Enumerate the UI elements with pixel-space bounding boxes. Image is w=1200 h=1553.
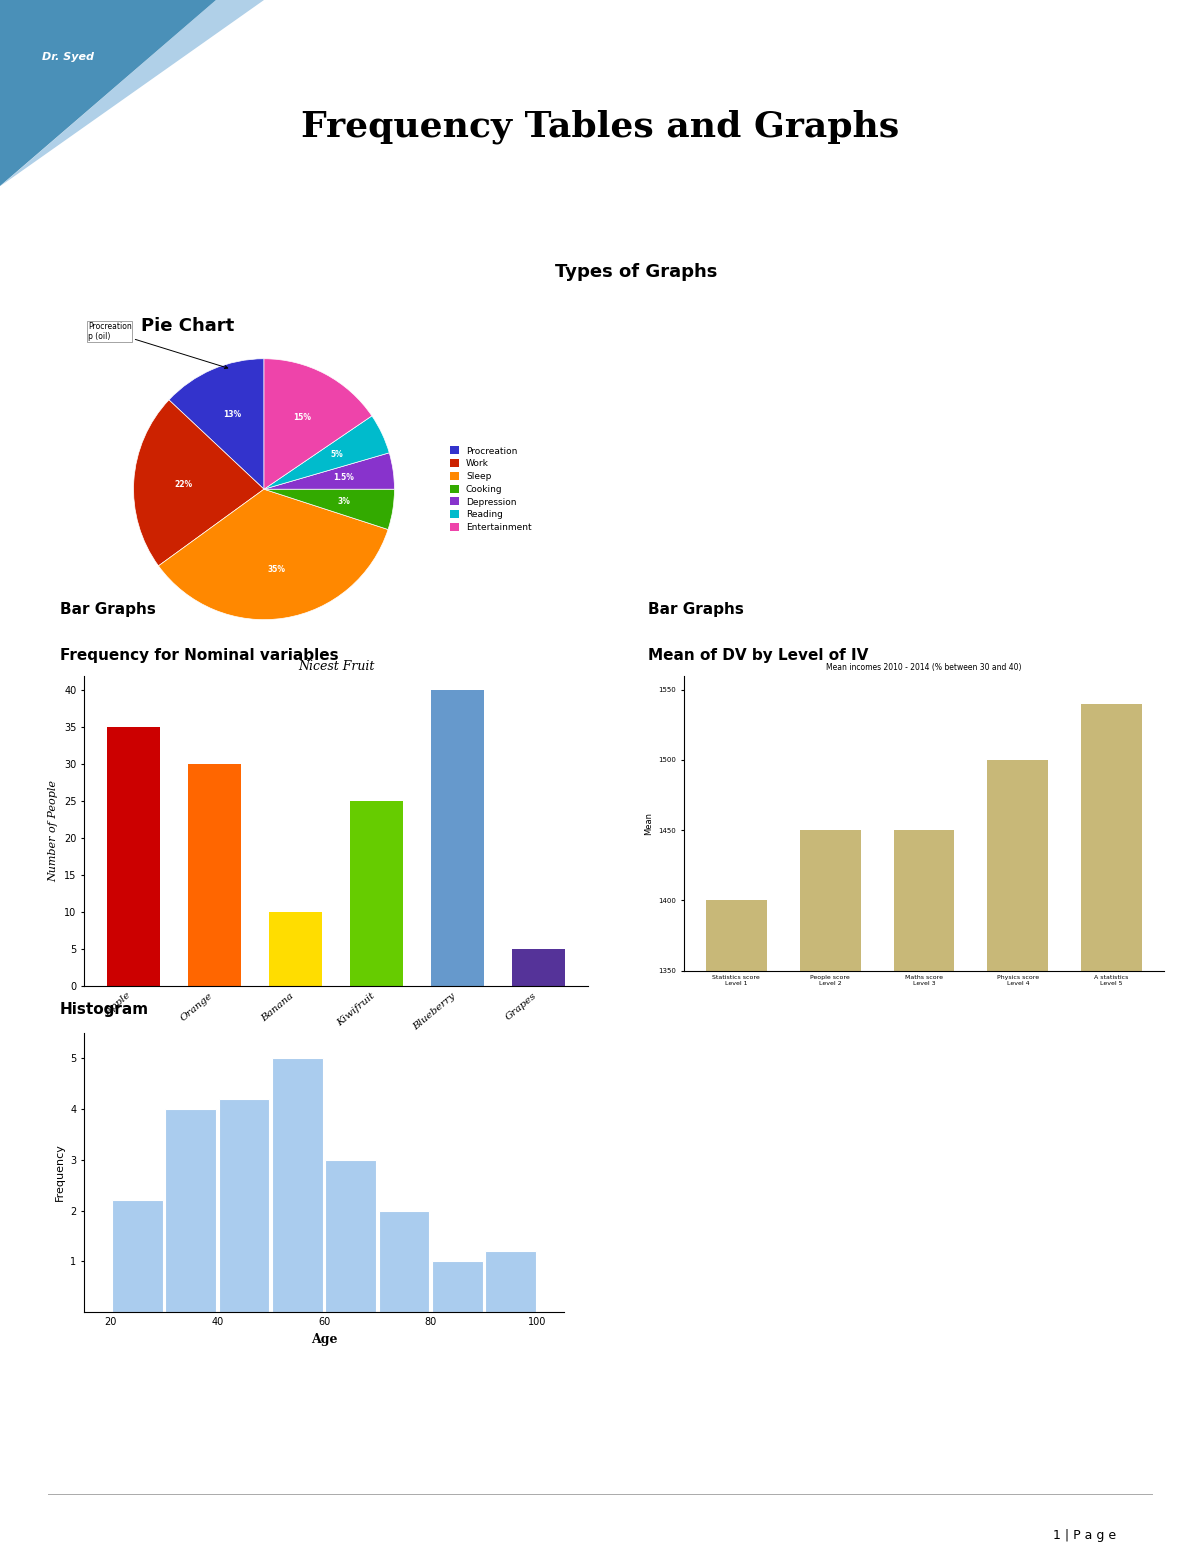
Bar bbox=[188, 764, 241, 986]
Wedge shape bbox=[264, 453, 395, 489]
Text: 13%: 13% bbox=[223, 410, 241, 419]
Bar bbox=[379, 1211, 430, 1312]
Bar bbox=[485, 1252, 536, 1312]
Y-axis label: Number of People: Number of People bbox=[48, 780, 59, 882]
Wedge shape bbox=[264, 359, 372, 489]
Text: Frequency for Nominal variables: Frequency for Nominal variables bbox=[60, 649, 338, 663]
Bar bbox=[218, 1100, 269, 1312]
Legend: Procreation, Work, Sleep, Cooking, Depression, Reading, Entertainment: Procreation, Work, Sleep, Cooking, Depre… bbox=[448, 444, 533, 534]
Text: 35%: 35% bbox=[268, 565, 286, 573]
Bar bbox=[706, 901, 767, 1553]
Text: Dr. Syed: Dr. Syed bbox=[42, 51, 94, 62]
Text: 22%: 22% bbox=[174, 480, 192, 489]
Title: Mean incomes 2010 - 2014 (% between 30 and 40): Mean incomes 2010 - 2014 (% between 30 a… bbox=[827, 663, 1021, 672]
Text: Frequency Tables and Graphs: Frequency Tables and Graphs bbox=[301, 109, 899, 144]
Bar bbox=[112, 1200, 163, 1312]
Y-axis label: Frequency: Frequency bbox=[54, 1143, 65, 1202]
Bar bbox=[350, 801, 403, 986]
Text: 1.5%: 1.5% bbox=[334, 474, 354, 483]
X-axis label: Age: Age bbox=[311, 1332, 337, 1346]
Text: Pie Chart: Pie Chart bbox=[140, 317, 234, 335]
Text: 5%: 5% bbox=[331, 450, 343, 460]
Text: 3%: 3% bbox=[337, 497, 350, 506]
Bar bbox=[431, 691, 484, 986]
Title: Nicest Fruit: Nicest Fruit bbox=[298, 660, 374, 672]
Wedge shape bbox=[169, 359, 264, 489]
Bar bbox=[272, 1058, 323, 1312]
Bar bbox=[799, 831, 860, 1553]
Text: Histogram: Histogram bbox=[60, 1002, 149, 1017]
Text: Bar Graphs: Bar Graphs bbox=[648, 603, 744, 617]
Polygon shape bbox=[0, 0, 264, 186]
Y-axis label: Mean: Mean bbox=[644, 812, 653, 834]
Text: Types of Graphs: Types of Graphs bbox=[554, 262, 718, 281]
Bar bbox=[432, 1261, 482, 1312]
Bar bbox=[988, 759, 1049, 1553]
Text: 15%: 15% bbox=[293, 413, 311, 422]
Text: Bar Graphs: Bar Graphs bbox=[60, 603, 156, 617]
Wedge shape bbox=[133, 399, 264, 565]
Bar bbox=[894, 831, 954, 1553]
Text: 1 | P a g e: 1 | P a g e bbox=[1052, 1530, 1116, 1542]
Wedge shape bbox=[264, 489, 395, 530]
Bar bbox=[325, 1160, 376, 1312]
Text: Procreation
p (oil): Procreation p (oil) bbox=[88, 321, 228, 368]
Wedge shape bbox=[264, 416, 389, 489]
Polygon shape bbox=[0, 0, 216, 186]
Bar bbox=[107, 727, 160, 986]
Text: Mean of DV by Level of IV: Mean of DV by Level of IV bbox=[648, 649, 869, 663]
Bar bbox=[1081, 704, 1142, 1553]
Wedge shape bbox=[158, 489, 388, 620]
Bar bbox=[166, 1109, 216, 1312]
Bar bbox=[512, 949, 565, 986]
Bar bbox=[269, 912, 322, 986]
